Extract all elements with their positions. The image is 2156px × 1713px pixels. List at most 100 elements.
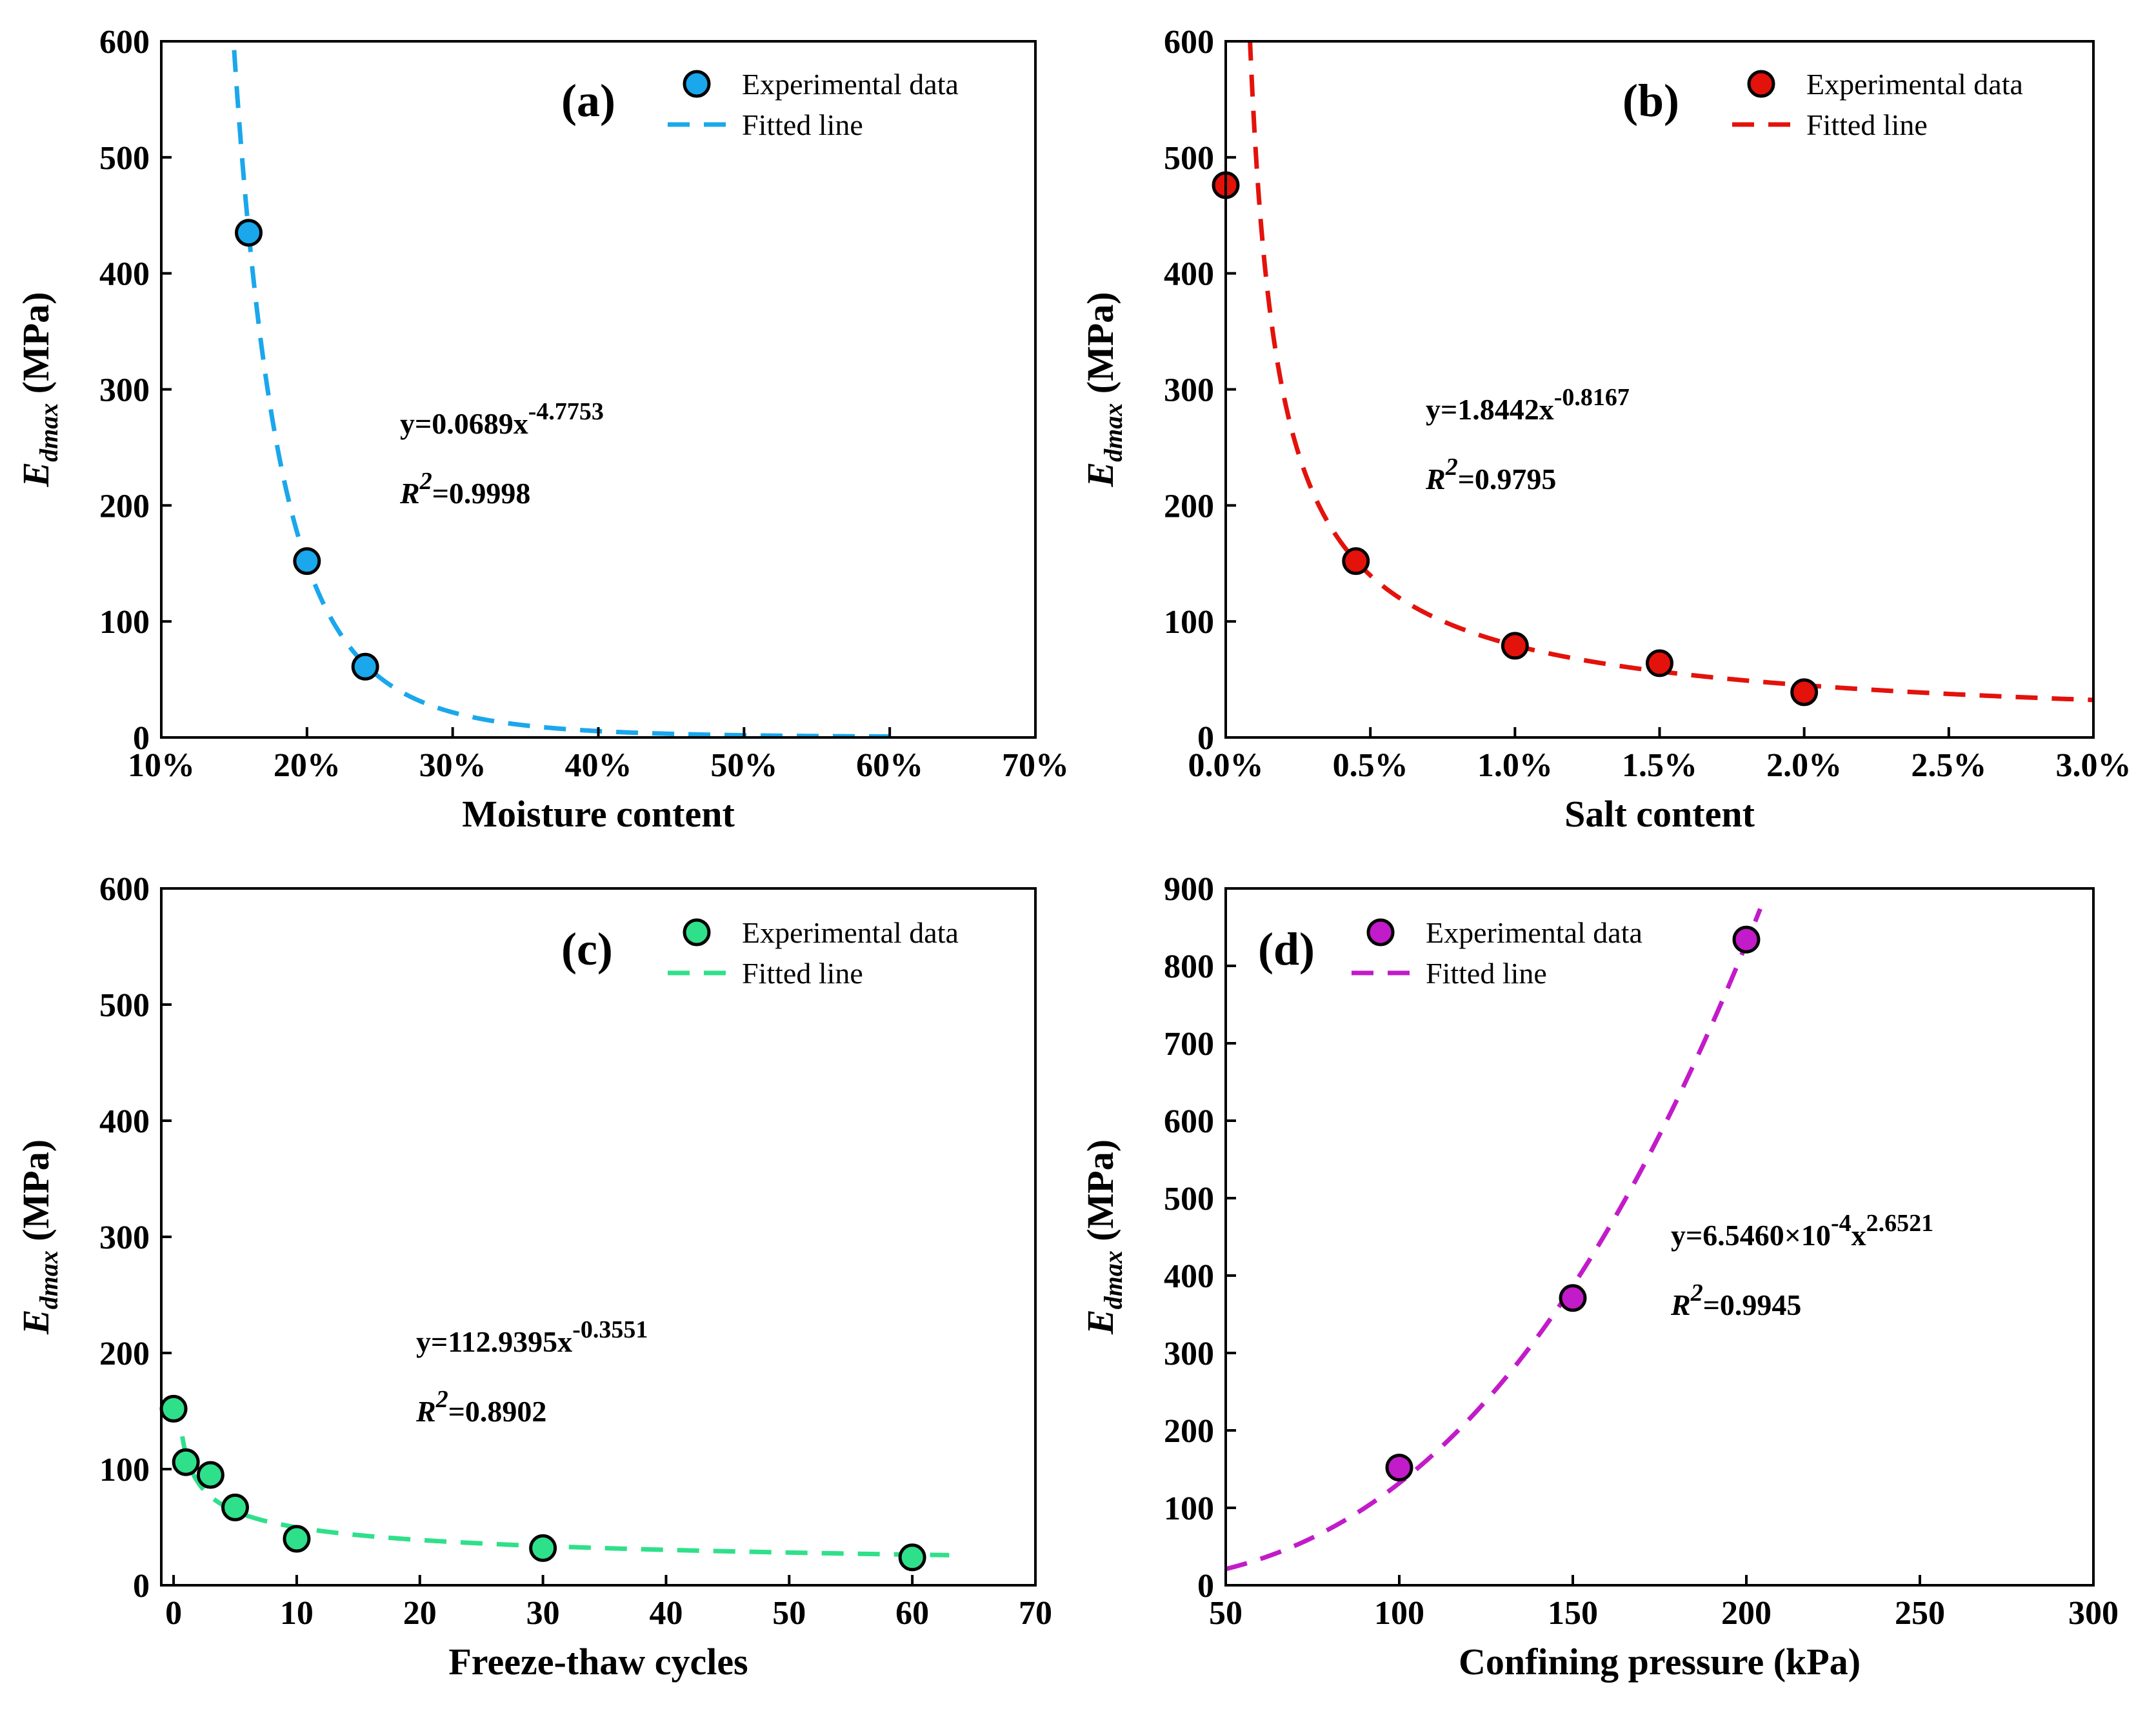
y-tick-label: 700 [1164, 1026, 1214, 1063]
panel-label: (b) [1622, 75, 1679, 126]
x-tick-label: 0.0% [1188, 747, 1264, 784]
fit-equation-base: y=6.5460×10 [1671, 1219, 1831, 1252]
data-point [235, 219, 263, 247]
x-tick-label: 300 [2068, 1595, 2119, 1632]
y-axis-title-unit: (MPa) [1079, 1139, 1121, 1250]
x-tick-label: 40 [649, 1595, 683, 1632]
y-tick-label: 0 [1197, 1568, 1214, 1605]
legend-label-fitted: Fitted line [1426, 957, 1547, 990]
y-tick-label: 0 [133, 1568, 150, 1605]
legend-marker-experimental [1747, 70, 1775, 98]
y-tick-label: 400 [1164, 1258, 1214, 1295]
data-point [1646, 649, 1673, 677]
legend-label-fitted: Fitted line [742, 957, 863, 990]
data-point [196, 1461, 225, 1489]
y-axis-title: Edmax (MPa) [15, 1139, 63, 1335]
x-tick-label: 1.0% [1477, 747, 1553, 784]
fit-equation-base: y=0.0689x [400, 407, 528, 440]
legend-label-fitted: Fitted line [1806, 108, 1928, 141]
fit-r-squared-symbol: R [399, 477, 420, 510]
legend: Experimental data Fitted line [1732, 68, 2023, 141]
fit-equation: y=112.9395x-0.3551 [416, 1316, 648, 1358]
y-tick-label: 100 [1164, 1490, 1214, 1527]
y-tick-label: 500 [1164, 1181, 1214, 1217]
data-point [172, 1448, 200, 1476]
data-point [159, 1394, 188, 1423]
fit-equation: y=6.5460×10-4x2.6521 [1671, 1210, 1933, 1252]
y-tick-label: 600 [1164, 1103, 1214, 1140]
data-point [1559, 1284, 1587, 1312]
x-tick-label: 1.5% [1622, 747, 1697, 784]
y-axis-title-unit: (MPa) [1079, 292, 1121, 403]
panel-label: (c) [561, 923, 613, 975]
x-tick-label: 50% [710, 747, 777, 784]
legend-label-experimental: Experimental data [1806, 68, 2023, 101]
x-axis-title: Salt content [1564, 793, 1755, 835]
y-axis-title-symbol: E [1079, 1309, 1121, 1335]
y-tick-label: 400 [99, 1103, 150, 1140]
x-axis-title: Confining pressure (kPa) [1459, 1641, 1861, 1683]
fit-equation-exponent-2: 2.6521 [1866, 1210, 1934, 1237]
y-axis-title-subscript: dmax [1099, 1250, 1128, 1309]
x-tick-label: 3.0% [2056, 747, 2131, 784]
y-axis-title: Edmax (MPa) [1079, 1139, 1128, 1335]
x-tick-label: 0.5% [1333, 747, 1408, 784]
fit-equation-base: y=1.8442x [1426, 393, 1554, 426]
fit-r-squared-value: =0.9998 [432, 477, 531, 510]
fitted-line [232, 50, 890, 737]
panel-a: 10% 20% 30% 40% 50% 60% 70% 0 100 200 300 400 500 600… [15, 24, 1069, 835]
legend-label-experimental: Experimental data [1426, 916, 1642, 949]
legend-marker-experimental [683, 70, 711, 98]
x-tick-label: 20% [274, 747, 341, 784]
y-tick-label: 600 [99, 871, 150, 908]
y-axis-title: Edmax (MPa) [15, 292, 63, 487]
legend: Experimental data Fitted line [668, 68, 959, 141]
y-axis-title-subscript: dmax [34, 403, 63, 462]
legend: Experimental data Fitted line [1352, 916, 1642, 990]
fit-r-squared-value: =0.9795 [1458, 463, 1557, 496]
fit-r-squared-sup: 2 [435, 1386, 448, 1413]
y-tick-label: 300 [1164, 372, 1214, 409]
legend-label-experimental: Experimental data [742, 916, 959, 949]
panel-d: 50 100 150 200 250 300 0 100 200 300 400 500 600 700 8… [1079, 871, 2119, 1683]
panel-label: (a) [561, 75, 615, 126]
y-tick-label: 500 [99, 987, 150, 1024]
fit-r-squared-symbol: R [1670, 1288, 1691, 1321]
y-tick-label: 0 [1197, 720, 1214, 757]
fit-equation-exponent: -0.3551 [572, 1316, 648, 1343]
x-tick-label: 150 [1548, 1595, 1598, 1632]
legend-marker-experimental [1366, 918, 1395, 947]
fit-r-squared-sup: 2 [1445, 454, 1458, 481]
fit-r-squared: R2=0.9795 [1425, 454, 1556, 496]
y-tick-label: 100 [99, 604, 150, 641]
y-tick-label: 400 [1164, 256, 1214, 293]
x-tick-label: 2.0% [1766, 747, 1842, 784]
y-tick-label: 900 [1164, 871, 1214, 908]
x-tick-label: 100 [1374, 1595, 1424, 1632]
y-tick-label: 0 [133, 720, 150, 757]
x-tick-label: 60% [856, 747, 923, 784]
x-tick-label: 30% [419, 747, 486, 784]
y-tick-label: 400 [99, 256, 150, 293]
y-axis-title-symbol: E [15, 462, 57, 488]
y-axis-title-subscript: dmax [1099, 403, 1128, 462]
panel-label: (d) [1258, 923, 1315, 975]
data-point [1501, 632, 1529, 660]
fit-r-squared-sup: 2 [419, 468, 432, 495]
data-point [898, 1543, 926, 1572]
y-tick-label: 300 [99, 372, 150, 409]
y-axis-title-symbol: E [1079, 462, 1121, 488]
panel-c: 0 10 20 30 40 50 60 70 0 100 200 300 400 500 600 Freeze… [15, 871, 1052, 1683]
x-tick-label: 2.5% [1911, 747, 1986, 784]
x-tick-label: 40% [565, 747, 632, 784]
y-axis-title: Edmax (MPa) [1079, 292, 1128, 487]
data-point [529, 1534, 557, 1562]
y-axis-title-subscript: dmax [34, 1250, 63, 1309]
x-tick-label: 50 [772, 1595, 806, 1632]
fit-r-squared-value: =0.9945 [1703, 1288, 1802, 1321]
data-point [1790, 678, 1819, 706]
fit-equation-exponent: -4.7753 [528, 398, 604, 425]
x-tick-label: 60 [895, 1595, 929, 1632]
data-point [283, 1525, 311, 1553]
fit-equation-exponent: -4 [1831, 1210, 1852, 1237]
